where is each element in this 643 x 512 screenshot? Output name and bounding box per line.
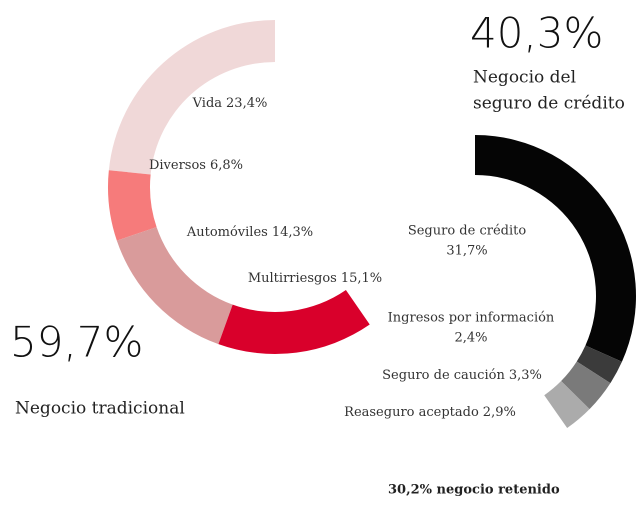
segment-name: Multirriesgos — [248, 271, 337, 286]
segment-name: Vida — [192, 96, 223, 111]
segment-label: Reaseguro aceptado 2,9% — [344, 405, 516, 420]
donut-segment — [475, 135, 636, 362]
donut-segment — [108, 170, 157, 241]
segment-name: Ingresos por información — [388, 311, 555, 326]
donut-segment — [561, 361, 611, 410]
segment-value: 2,4% — [454, 331, 487, 346]
segment-name: Seguro de caución — [382, 368, 505, 383]
segment-label: Multirriesgos 15,1% — [248, 271, 382, 286]
segment-value: 23,4% — [226, 96, 267, 111]
segment-label: Seguro de caución 3,3% — [382, 368, 542, 383]
donut-segment — [108, 20, 276, 175]
donut-segment — [116, 227, 233, 345]
donut-segment — [576, 345, 622, 384]
segment-label: Vida 23,4% — [192, 96, 268, 111]
segment-value: 31,7% — [446, 244, 487, 259]
segment-value: 3,3% — [509, 368, 542, 383]
donut-segment — [544, 381, 590, 429]
group-label: Negocio del — [473, 68, 576, 88]
total-label: 59,7% — [10, 318, 143, 367]
segment-name: Seguro de crédito — [408, 224, 527, 239]
segment-value: 14,3% — [272, 225, 313, 240]
segment-value: 15,1% — [341, 271, 382, 286]
segment-name: Reaseguro aceptado — [344, 405, 479, 420]
total-label: 40,3% — [470, 9, 603, 58]
segment-value: 2,9% — [483, 405, 516, 420]
donut-segment — [218, 289, 370, 354]
group-label: seguro de crédito — [473, 94, 625, 114]
segment-name: Diversos — [149, 158, 206, 173]
group-label: Negocio tradicional — [15, 399, 185, 419]
segment-value: 6,8% — [210, 158, 243, 173]
segment-label: Automóviles 14,3% — [186, 225, 313, 240]
segment-name: Automóviles — [186, 225, 268, 240]
footnote: 30,2% negocio retenido — [388, 483, 560, 498]
segment-label: Diversos 6,8% — [149, 158, 243, 173]
